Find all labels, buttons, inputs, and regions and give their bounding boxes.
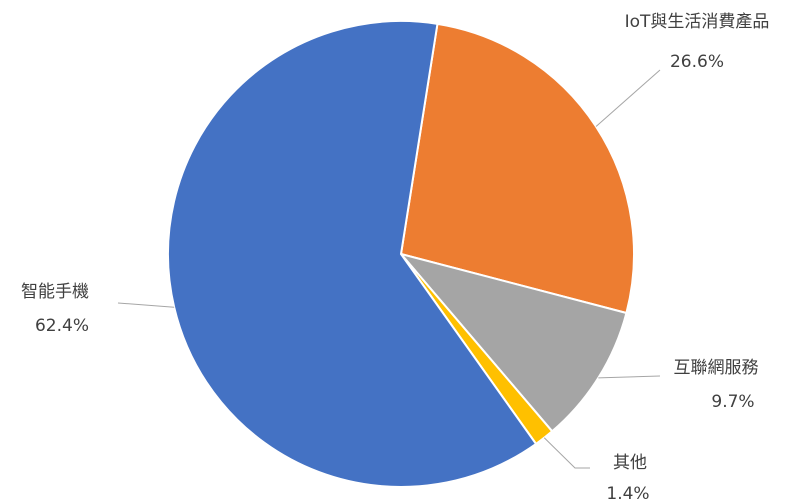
category-label: 互聯網服務 (674, 358, 759, 378)
leader-line (598, 375, 661, 379)
category-label: 其他 (613, 453, 647, 473)
category-label: 智能手機 (21, 282, 89, 302)
value-label: 26.6% (670, 52, 724, 72)
pie-slice (399, 22, 635, 315)
leader-line (595, 69, 661, 127)
value-label: 1.4% (606, 484, 649, 504)
leader-line (543, 437, 590, 469)
value-label: 9.7% (711, 392, 754, 412)
category-label: IoT與生活消費產品 (625, 12, 770, 32)
pie-slice (398, 252, 628, 433)
leader-line (117, 302, 175, 308)
value-label: 62.4% (35, 316, 89, 336)
